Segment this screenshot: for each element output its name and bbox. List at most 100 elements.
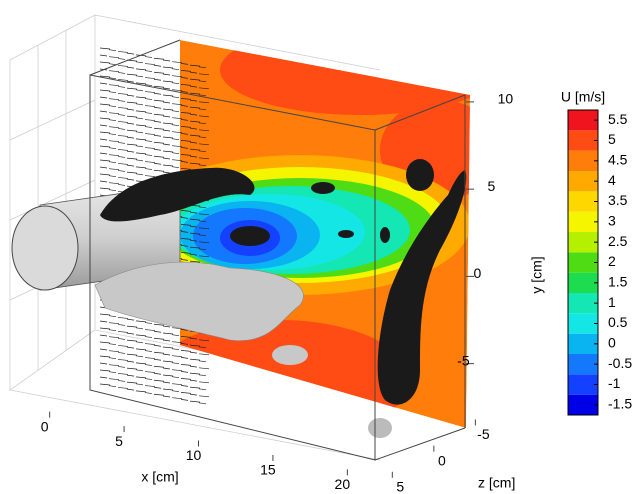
vector-arrow — [99, 145, 111, 148]
vector-arrow — [108, 154, 120, 157]
vector-arrow — [189, 141, 198, 144]
vector-arrow — [117, 65, 129, 67]
vector-arrow — [117, 345, 129, 347]
vector-arrow — [126, 325, 138, 328]
vector-arrow — [117, 135, 129, 137]
x-tick-label: 15 — [260, 462, 276, 478]
vector-arrow — [126, 122, 135, 125]
vector-arrow — [198, 402, 207, 405]
vector-arrow — [135, 82, 147, 85]
vector-arrow — [153, 78, 162, 81]
vector-arrow — [180, 350, 192, 352]
vector-arrow — [144, 119, 156, 121]
vector-arrow — [153, 106, 162, 109]
vector-arrow — [108, 112, 120, 115]
vector-arrow — [99, 159, 111, 162]
vector-arrow — [144, 140, 153, 142]
vector-arrow — [108, 133, 117, 136]
vector-arrow — [189, 246, 201, 249]
vector-arrow — [180, 133, 189, 135]
colorbar-tick-label: 1 — [608, 294, 616, 310]
iso-dark — [338, 230, 354, 238]
colorbar-band — [568, 272, 598, 293]
vector-arrow — [108, 168, 120, 171]
vector-arrow — [171, 376, 180, 379]
colorbar-band — [568, 110, 598, 131]
vector-arrow — [99, 341, 111, 344]
colorbar-tick-label: 5 — [608, 131, 616, 147]
vector-arrow — [189, 260, 201, 263]
vector-arrow — [108, 189, 117, 192]
colorbar-tick-label: 2 — [608, 253, 616, 269]
iso-dark — [230, 226, 270, 246]
scene — [11, 40, 470, 438]
vector-arrow — [171, 397, 183, 400]
vector-arrow — [144, 385, 156, 387]
vector-arrow — [189, 393, 198, 396]
vector-arrow — [171, 152, 180, 155]
vector-arrow — [171, 390, 180, 393]
vector-arrow — [162, 122, 174, 125]
vector-arrow — [126, 388, 135, 391]
x-tick-label: 5 — [115, 433, 123, 449]
vector-arrow — [126, 73, 138, 76]
vector-arrow — [153, 148, 162, 151]
vector-arrow — [189, 162, 201, 165]
vector-arrow — [189, 92, 201, 95]
vector-arrow — [117, 184, 126, 186]
vector-arrow — [144, 329, 156, 331]
iso-dark — [380, 227, 390, 243]
vector-arrow — [135, 89, 144, 92]
vector-arrow — [180, 70, 192, 72]
colorbar-tick-label: 2.5 — [608, 233, 628, 249]
vector-arrow — [126, 108, 135, 111]
vector-arrow — [180, 98, 192, 100]
colorbar-tick-label: 1.5 — [608, 274, 628, 290]
colorbar-band — [568, 374, 598, 395]
vector-arrow — [99, 355, 111, 358]
vector-arrow — [135, 96, 147, 99]
vector-arrow — [180, 392, 192, 394]
colorbar-tick-label: 3.5 — [608, 192, 628, 208]
vector-arrow — [189, 71, 198, 74]
vector-arrow — [180, 329, 189, 331]
vector-arrow — [180, 357, 189, 359]
vector-arrow — [108, 70, 120, 73]
vector-arrow — [144, 378, 153, 380]
vector-arrow — [171, 75, 183, 78]
vector-arrow — [180, 245, 189, 247]
vector-arrow — [198, 73, 210, 76]
vector-arrow — [108, 119, 117, 122]
vector-arrow — [126, 346, 135, 349]
vector-arrow — [99, 61, 111, 64]
colorbar-band — [568, 313, 598, 334]
vector-arrow — [99, 75, 111, 78]
vector-arrow — [198, 213, 210, 216]
vector-arrow — [135, 75, 144, 78]
vector-arrow — [144, 91, 156, 93]
x-tick-label: 10 — [186, 447, 202, 463]
colorbar-tick-label: 4 — [608, 172, 616, 188]
vector-arrow — [108, 350, 120, 353]
vector-arrow — [189, 106, 201, 109]
vector-arrow — [180, 252, 192, 254]
vector-arrow — [198, 353, 210, 356]
vector-arrow — [108, 336, 120, 339]
vector-arrow — [153, 386, 162, 389]
vector-arrow — [198, 234, 207, 237]
vector-arrow — [153, 134, 162, 137]
vector-arrow — [135, 383, 144, 386]
vector-arrow — [99, 376, 108, 379]
iso-dark — [377, 170, 467, 405]
x-axis-label: x [cm] — [141, 469, 178, 485]
vector-arrow — [117, 79, 129, 81]
vector-arrow — [180, 126, 192, 128]
vector-arrow — [144, 126, 153, 128]
vector-arrow — [126, 339, 138, 342]
vector-arrow — [99, 369, 111, 372]
colorbar-band — [568, 211, 598, 232]
vector-arrow — [126, 136, 135, 139]
vector-arrow — [126, 318, 135, 321]
vector-arrow — [99, 313, 111, 316]
vector-arrow — [180, 385, 189, 387]
